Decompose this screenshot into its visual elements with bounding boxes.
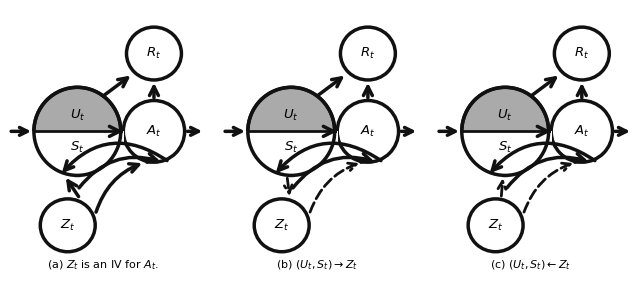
Ellipse shape (468, 199, 523, 252)
Text: $R_t$: $R_t$ (360, 46, 376, 61)
Ellipse shape (337, 101, 399, 162)
Text: $Z_t$: $Z_t$ (488, 218, 503, 233)
Text: (a) $Z_t$ is an IV for $A_t$.: (a) $Z_t$ is an IV for $A_t$. (47, 259, 159, 272)
Bar (459, 131, 552, 177)
Text: $S_t$: $S_t$ (498, 140, 513, 155)
Text: $U_t$: $U_t$ (284, 108, 299, 123)
Text: $R_t$: $R_t$ (574, 46, 589, 61)
Ellipse shape (554, 27, 609, 80)
Ellipse shape (551, 101, 612, 162)
Text: (c) $(U_t, S_t) \leftarrow Z_t$: (c) $(U_t, S_t) \leftarrow Z_t$ (490, 259, 572, 272)
Text: (b) $(U_t, S_t) \rightarrow Z_t$: (b) $(U_t, S_t) \rightarrow Z_t$ (276, 259, 358, 272)
Bar (31, 131, 124, 177)
Text: $U_t$: $U_t$ (70, 108, 85, 123)
Text: $A_t$: $A_t$ (574, 124, 589, 139)
Ellipse shape (40, 199, 95, 252)
Text: $U_t$: $U_t$ (497, 108, 513, 123)
Ellipse shape (462, 87, 548, 176)
Text: $Z_t$: $Z_t$ (60, 218, 76, 233)
Text: $A_t$: $A_t$ (146, 124, 162, 139)
Text: $R_t$: $R_t$ (147, 46, 161, 61)
Text: $Z_t$: $Z_t$ (274, 218, 289, 233)
Text: $S_t$: $S_t$ (284, 140, 298, 155)
Text: $S_t$: $S_t$ (70, 140, 84, 155)
Text: $A_t$: $A_t$ (360, 124, 376, 139)
Ellipse shape (127, 27, 181, 80)
Ellipse shape (340, 27, 396, 80)
Ellipse shape (248, 87, 335, 176)
Ellipse shape (34, 87, 121, 176)
Ellipse shape (124, 101, 184, 162)
Bar (244, 131, 338, 177)
Ellipse shape (254, 199, 309, 252)
